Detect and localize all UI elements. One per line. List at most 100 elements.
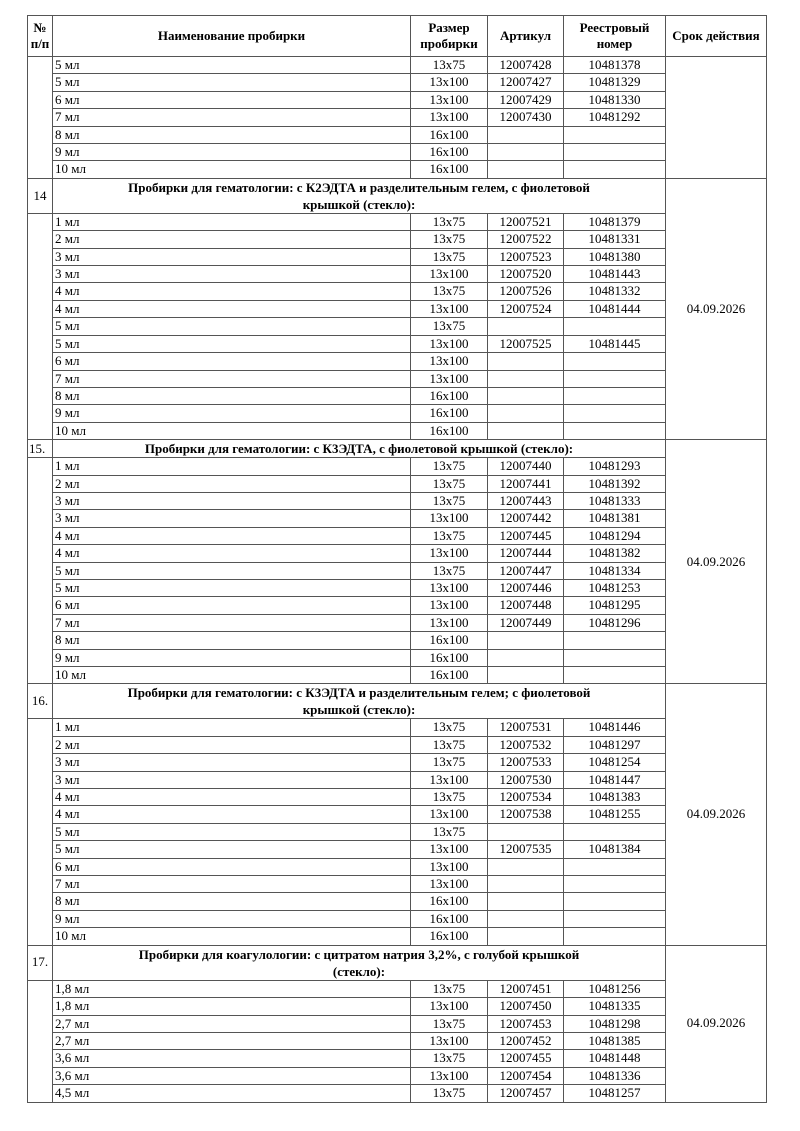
tube-name: 4 мл <box>52 282 411 301</box>
tube-registry: 10481293 <box>563 457 666 476</box>
header-size: Размер пробирки <box>410 15 488 57</box>
tube-name: 10 мл <box>52 927 411 946</box>
section-number: 16. <box>27 683 53 720</box>
tube-registry <box>563 909 666 929</box>
table-header-row: № п/п Наименование пробирки Размер проби… <box>27 15 767 57</box>
table-row: 8 мл 16x100 <box>28 892 767 911</box>
table-row: 4,5 мл 13x75 12007457 10481257 <box>28 1084 767 1103</box>
table-row: 10 мл 16x100 <box>28 927 767 946</box>
tube-article: 12007535 <box>487 840 564 859</box>
table-row: 3,6 мл 13x100 12007454 10481336 <box>28 1066 767 1086</box>
tube-name: 10 мл <box>52 160 411 179</box>
tube-name: 5 мл <box>52 334 411 354</box>
table-row: 1 мл 13x75 12007521 10481379 <box>27 212 767 441</box>
tube-name: 2,7 мл <box>52 1031 411 1051</box>
table-row: 7 мл 13x100 <box>28 369 767 388</box>
tube-article: 12007454 <box>487 1066 564 1086</box>
tube-registry: 10481384 <box>563 840 666 859</box>
tube-name: 6 мл <box>52 352 411 371</box>
table-row: 3 мл 13x100 12007442 10481381 <box>28 509 767 528</box>
tube-size: 16x100 <box>410 386 488 406</box>
tube-size: 13x75 <box>410 979 488 999</box>
tube-name: 9 мл <box>52 143 411 162</box>
section-title-row: 17. Пробирки для коагулологии: с цитратом… <box>27 944 767 1103</box>
tube-name: 5 мл <box>52 317 411 336</box>
tube-article: 12007521 <box>487 212 564 232</box>
tube-name: 4 мл <box>52 805 411 824</box>
tube-registry: 10481336 <box>563 1066 666 1086</box>
tube-registry <box>563 631 666 650</box>
row-number-blank <box>27 212 53 441</box>
tube-registry: 10481331 <box>563 230 666 249</box>
tube-article: 12007449 <box>487 613 564 633</box>
tube-registry: 10481332 <box>563 282 666 301</box>
tube-article: 12007443 <box>487 491 564 511</box>
tube-size: 13x100 <box>410 544 488 563</box>
table-row: 2,7 мл 13x75 12007453 10481298 <box>28 1014 767 1033</box>
tube-size: 13x100 <box>410 1031 488 1051</box>
tube-article: 12007442 <box>487 509 564 528</box>
tube-article <box>487 857 564 877</box>
expiry-date <box>665 56 767 179</box>
tube-registry: 10481448 <box>563 1049 666 1068</box>
tube-article: 12007457 <box>487 1084 564 1103</box>
tube-size: 13x75 <box>410 822 488 842</box>
tube-name: 8 мл <box>52 125 411 145</box>
tube-size: 13x75 <box>410 230 488 249</box>
table-row: 8 мл 16x100 <box>28 386 767 406</box>
tube-article: 12007450 <box>487 997 564 1016</box>
tube-size: 13x75 <box>410 1084 488 1103</box>
tube-name: 4 мл <box>52 299 411 319</box>
table-row: 1,8 мл 13x75 12007451 10481256 <box>27 979 767 1103</box>
tube-article: 12007520 <box>487 265 564 284</box>
tube-name: 1,8 мл <box>52 979 411 999</box>
tube-article <box>487 927 564 946</box>
tube-name: 4 мл <box>52 544 411 563</box>
tube-registry: 10481296 <box>563 613 666 633</box>
tube-article: 12007444 <box>487 544 564 563</box>
tube-name: 4 мл <box>52 788 411 807</box>
tube-registry: 10481297 <box>563 735 666 755</box>
table-row: 10 мл 16x100 <box>28 160 767 179</box>
tube-size: 16x100 <box>410 631 488 650</box>
table-row: 2,7 мл 13x100 12007452 10481385 <box>28 1031 767 1051</box>
tube-name: 7 мл <box>52 369 411 388</box>
tube-article: 12007526 <box>487 282 564 301</box>
tube-name: 8 мл <box>52 386 411 406</box>
tube-name: 9 мл <box>52 909 411 929</box>
tube-registry: 10481378 <box>563 55 666 75</box>
tube-name: 3 мл <box>52 247 411 267</box>
tube-article: 12007532 <box>487 735 564 755</box>
table-row: 5 мл 13x75 12007447 10481334 <box>28 561 767 580</box>
tube-size: 13x75 <box>410 735 488 755</box>
row-number-blank <box>27 56 53 179</box>
tube-size: 13x75 <box>410 317 488 336</box>
tube-registry <box>563 143 666 162</box>
tube-article <box>487 369 564 388</box>
tube-size: 16x100 <box>410 143 488 162</box>
tube-name: 10 мл <box>52 421 411 441</box>
tube-size: 13x75 <box>410 561 488 580</box>
header-article: Артикул <box>487 15 564 57</box>
tube-size: 13x75 <box>410 474 488 493</box>
tube-name: 2,7 мл <box>52 1014 411 1033</box>
tube-size: 13x75 <box>410 718 488 737</box>
tube-registry: 10481379 <box>563 212 666 232</box>
table-row: 9 мл 16x100 <box>28 648 767 668</box>
tube-size: 13x75 <box>410 1014 488 1033</box>
tube-name: 3,6 мл <box>52 1066 411 1086</box>
tube-name: 5 мл <box>52 55 411 75</box>
tube-registry: 10481447 <box>563 770 666 790</box>
tube-name: 10 мл <box>52 665 411 685</box>
table-row: 3,6 мл 13x75 12007455 10481448 <box>28 1049 767 1068</box>
table-row: 9 мл 16x100 <box>28 909 767 929</box>
table-row: 3 мл 13x100 12007530 10481447 <box>28 770 767 790</box>
tube-size: 16x100 <box>410 125 488 145</box>
table-row: 9 мл 16x100 <box>28 143 767 162</box>
table-row: 3 мл 13x75 12007443 10481333 <box>28 491 767 511</box>
tube-name: 1,8 мл <box>52 997 411 1016</box>
section-title-row: 16. Пробирки для гематологии: с К3ЭДТА и … <box>27 683 767 946</box>
tube-article: 12007531 <box>487 718 564 737</box>
tube-size: 13x75 <box>410 1049 488 1068</box>
tube-registry: 10481445 <box>563 334 666 354</box>
